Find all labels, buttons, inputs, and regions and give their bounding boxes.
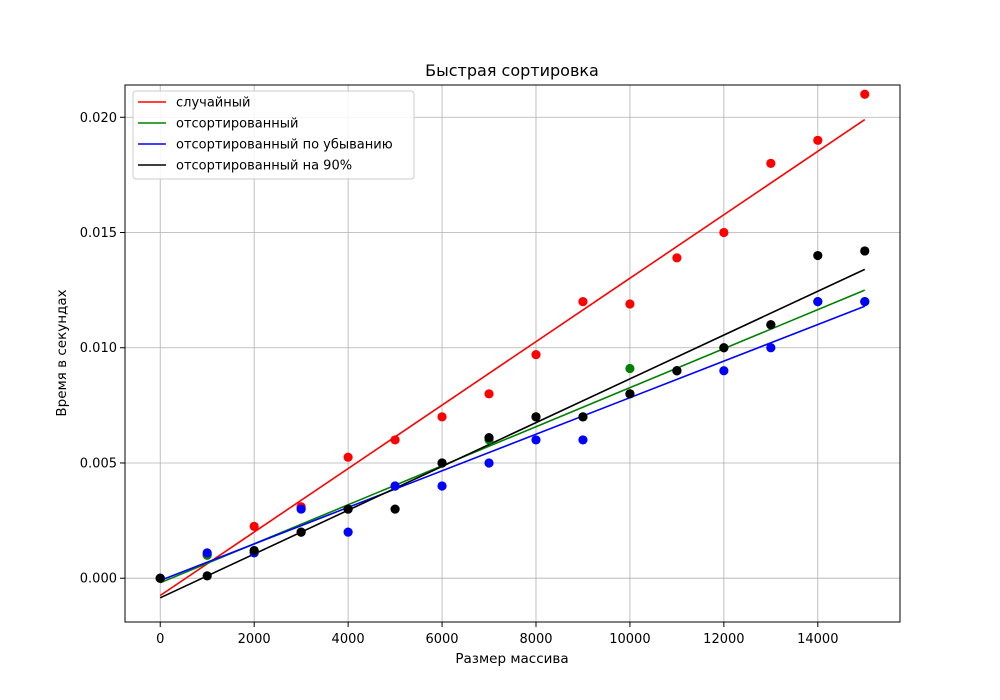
legend-label: отсортированный по убыванию <box>176 138 393 153</box>
x-tick-label: 10000 <box>609 632 650 647</box>
x-tick-label: 2000 <box>238 632 271 647</box>
legend-label: отсортированный <box>176 117 298 132</box>
y-tick-label: 0.010 <box>80 341 117 356</box>
legend-label: случайный <box>176 96 250 111</box>
data-point-series-3 <box>766 320 776 330</box>
data-point-series-0 <box>390 435 400 445</box>
fit-line-series-3 <box>159 268 866 599</box>
data-point-series-0 <box>484 389 494 399</box>
data-point-series-3 <box>155 573 165 583</box>
legend-box <box>132 90 415 180</box>
fit-lines <box>159 118 866 599</box>
data-point-series-0 <box>813 135 823 145</box>
data-point-series-3 <box>484 433 494 443</box>
fit-line-series-2 <box>159 305 866 582</box>
fit-line-series-0 <box>159 118 866 597</box>
data-point-series-0 <box>531 350 541 360</box>
y-tick-label: 0.015 <box>80 226 117 241</box>
data-point-series-2 <box>390 481 400 491</box>
data-point-series-1 <box>625 363 635 374</box>
data-point-series-3 <box>249 545 259 556</box>
y-axis-label: Время в секундах <box>54 289 70 416</box>
data-point-series-3 <box>437 458 447 468</box>
data-point-series-0 <box>249 521 259 531</box>
data-point-series-3 <box>390 504 400 514</box>
data-point-series-3 <box>296 527 306 537</box>
x-tick-label: 12000 <box>703 632 744 647</box>
legend: случайный отсортированный отсортированный … <box>132 90 415 180</box>
data-point-series-3 <box>860 246 870 256</box>
data-point-series-0 <box>672 253 682 263</box>
data-point-series-0 <box>578 297 588 307</box>
data-points <box>155 89 870 583</box>
x-tick-label: 6000 <box>425 632 458 647</box>
plot-frame <box>124 84 901 623</box>
legend-label: отсортированный на 90% <box>176 159 352 174</box>
data-point-series-2 <box>813 297 823 307</box>
x-axis-label: Размер массива <box>455 651 568 667</box>
x-axis-ticks: 0 2000 4000 6000 8000 10000 12000 14000 <box>156 622 838 647</box>
data-point-series-0 <box>437 412 447 422</box>
x-tick-label: 4000 <box>332 632 365 647</box>
x-tick-label: 14000 <box>797 632 838 647</box>
data-point-series-0 <box>625 299 635 309</box>
data-point-series-0 <box>860 89 870 99</box>
data-point-series-0 <box>719 227 729 238</box>
y-tick-label: 0.020 <box>80 111 117 126</box>
data-point-series-2 <box>766 343 776 353</box>
chart-title: Быстрая сортировка <box>425 61 599 80</box>
data-point-series-2 <box>578 435 588 445</box>
data-point-series-3 <box>672 366 682 376</box>
data-point-series-2 <box>860 297 870 307</box>
data-point-series-3 <box>531 412 541 422</box>
data-point-series-2 <box>296 504 306 514</box>
data-point-series-0 <box>343 452 353 462</box>
data-point-series-3 <box>625 389 635 399</box>
data-point-series-3 <box>343 504 353 514</box>
data-point-series-2 <box>343 527 353 537</box>
x-tick-label: 8000 <box>519 632 552 647</box>
data-point-series-3 <box>813 250 823 261</box>
data-point-series-2 <box>719 366 729 376</box>
data-point-series-3 <box>202 571 212 581</box>
data-point-series-2 <box>202 548 212 558</box>
x-tick-label: 0 <box>156 632 164 647</box>
data-point-series-2 <box>437 481 447 491</box>
y-tick-label: 0.000 <box>80 572 117 587</box>
data-point-series-2 <box>531 435 541 445</box>
data-point-series-0 <box>766 158 776 168</box>
data-point-series-3 <box>719 343 729 353</box>
y-tick-label: 0.005 <box>80 456 117 471</box>
y-axis-ticks: 0.000 0.005 0.010 0.015 0.020 <box>80 111 125 587</box>
data-point-series-2 <box>484 458 494 468</box>
data-point-series-3 <box>578 412 588 422</box>
